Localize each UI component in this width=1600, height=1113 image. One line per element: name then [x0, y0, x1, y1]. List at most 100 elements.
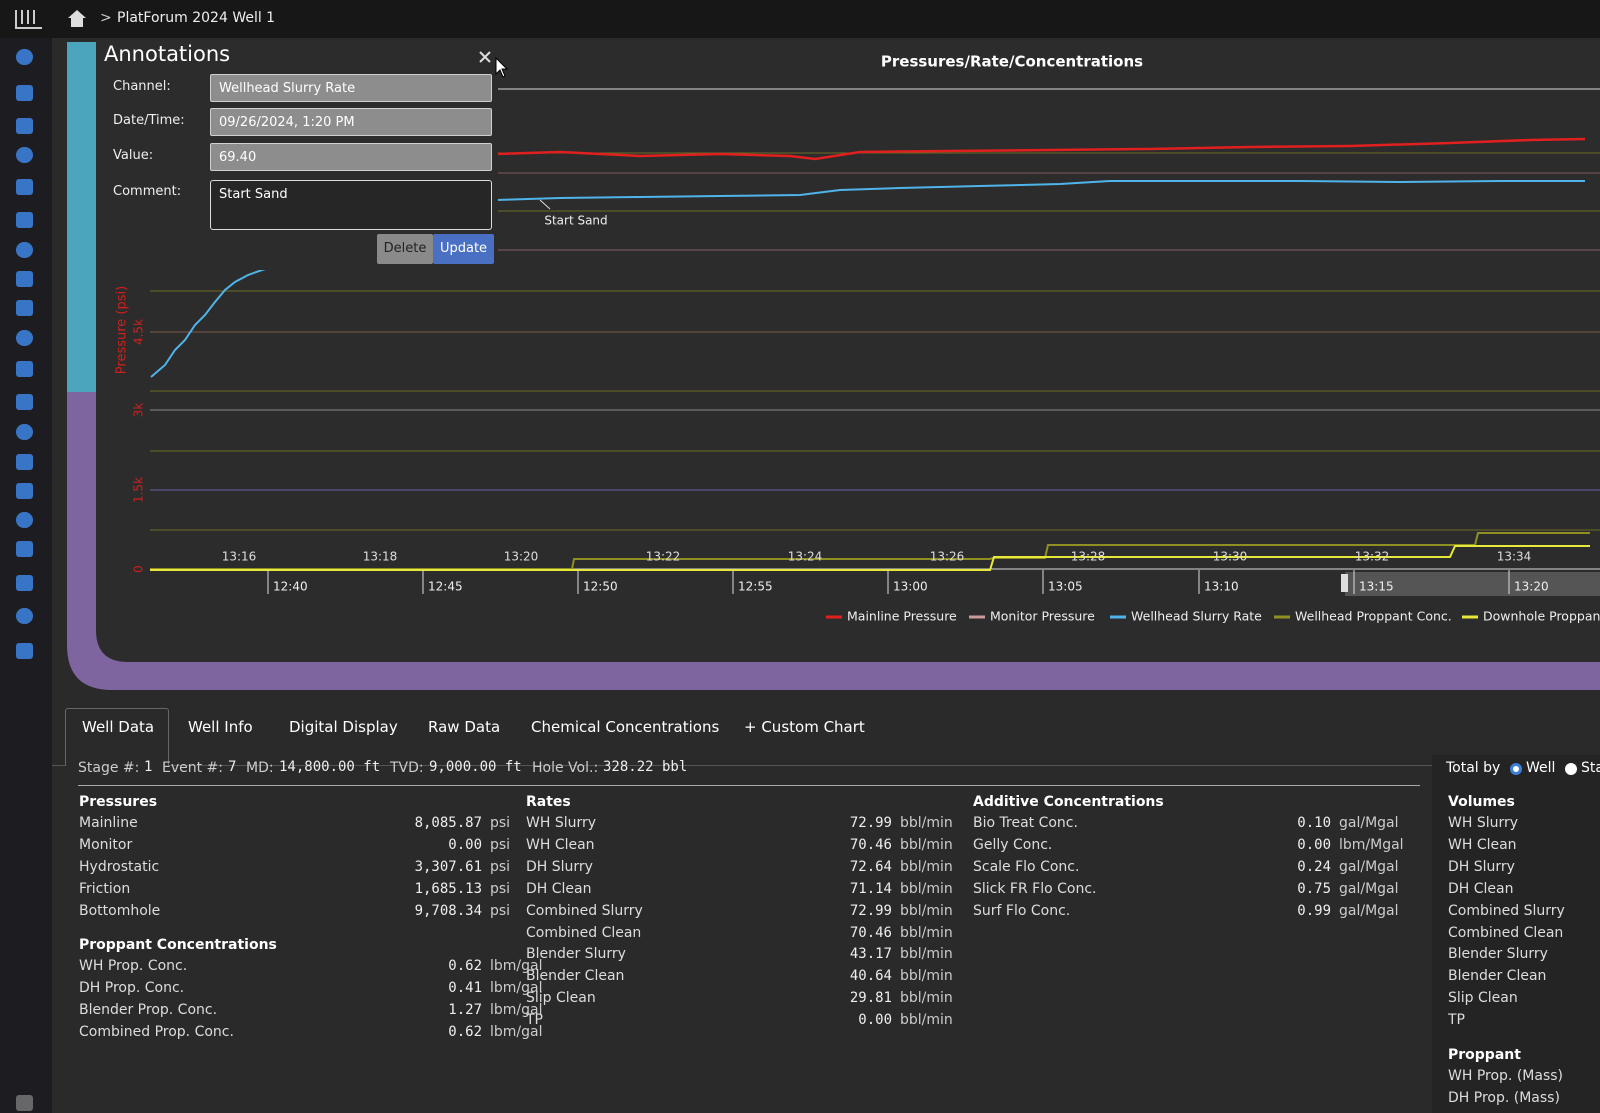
row-label: DH Slurry — [526, 859, 593, 875]
x-tick-label: 13:05 — [1048, 580, 1083, 594]
x-tick-label: 12:55 — [738, 580, 773, 594]
row-value: 70.46 — [850, 837, 892, 853]
sidebar-icon[interactable] — [16, 300, 33, 316]
x-tick-label: 13:26 — [930, 550, 965, 564]
row-label: Combined Slurry — [1448, 903, 1565, 919]
field-label: Date/Time: — [113, 113, 185, 128]
annotation-label[interactable]: Start Sand — [544, 214, 607, 228]
breadcrumb-separator: > — [100, 10, 112, 26]
row-label: Blender Clean — [526, 968, 624, 984]
sidebar-icon[interactable] — [16, 147, 33, 163]
x-tick-label: 13:20 — [1514, 580, 1549, 594]
sidebar-icon[interactable] — [16, 49, 33, 65]
row-value: 0.99 — [1297, 903, 1331, 919]
sidebar-icon[interactable] — [16, 483, 33, 499]
row-value: 0.10 — [1297, 815, 1331, 831]
x-tick-label: 13:10 — [1204, 580, 1239, 594]
field-input[interactable]: 69.40 — [210, 143, 492, 171]
section-title: Rates — [526, 794, 571, 810]
row-label: Blender Prop. Conc. — [79, 1002, 217, 1018]
radio-label[interactable]: Stage — [1581, 760, 1600, 776]
x-tick-label: 13:22 — [646, 550, 681, 564]
radio[interactable] — [1565, 763, 1577, 775]
tab[interactable]: Raw Data — [428, 718, 500, 736]
radio[interactable] — [1510, 763, 1522, 775]
sidebar-icon[interactable] — [16, 643, 33, 659]
row-label: Monitor — [79, 837, 132, 853]
tab[interactable]: + Custom Chart — [744, 718, 865, 736]
teal-bar — [67, 42, 97, 394]
radio-label[interactable]: Well — [1526, 760, 1555, 776]
x-tick-label: 13:16 — [222, 550, 257, 564]
sidebar-icon[interactable] — [16, 575, 33, 591]
row-label: Friction — [79, 881, 130, 897]
row-label: TP — [526, 1012, 543, 1028]
header-value: 1 — [144, 759, 152, 775]
delete-button[interactable]: Delete — [377, 234, 433, 264]
sidebar-icon[interactable] — [16, 394, 33, 410]
sidebar-icon[interactable] — [16, 212, 33, 228]
section-title: Volumes — [1448, 794, 1515, 810]
legend-label[interactable]: Mainline Pressure — [847, 609, 957, 624]
row-unit: bbl/min — [900, 1012, 953, 1028]
sidebar-icon[interactable] — [16, 179, 33, 195]
comment-input[interactable]: Start Sand — [210, 180, 492, 230]
breadcrumb-title[interactable]: PlatForum 2024 Well 1 — [117, 10, 275, 26]
sidebar-icon[interactable] — [16, 541, 33, 557]
row-value: 71.14 — [850, 881, 892, 897]
row-value: 0.00 — [858, 1012, 892, 1028]
sidebar-icon[interactable] — [16, 330, 33, 346]
sidebar-icon[interactable] — [16, 85, 33, 101]
legend-label[interactable]: Wellhead Slurry Rate — [1131, 609, 1262, 624]
row-value: 1,685.13 — [415, 881, 482, 897]
row-unit: bbl/min — [900, 925, 953, 941]
row-unit: psi — [490, 881, 510, 897]
header-label: TVD: — [390, 760, 424, 776]
sidebar-icon[interactable] — [16, 512, 33, 528]
section-title: Pressures — [79, 794, 157, 810]
row-unit: psi — [490, 903, 510, 919]
row-value: 0.41 — [448, 980, 482, 996]
row-unit: lbm/Mgal — [1339, 837, 1404, 853]
row-label: WH Slurry — [1448, 815, 1518, 831]
sidebar-icon[interactable] — [16, 608, 33, 624]
tab[interactable]: Well Data — [82, 718, 154, 736]
tab[interactable]: Well Info — [188, 718, 253, 736]
sidebar-icon[interactable] — [16, 242, 33, 258]
row-value: 29.81 — [850, 990, 892, 1006]
field-input[interactable]: Wellhead Slurry Rate — [210, 74, 492, 102]
close-button[interactable] — [478, 50, 492, 64]
sidebar-icon[interactable] — [16, 454, 33, 470]
row-value: 0.00 — [448, 837, 482, 853]
header-value: 9,000.00 ft — [429, 759, 522, 775]
sidebar-icon[interactable] — [16, 118, 33, 134]
sidebar-icon[interactable] — [16, 271, 33, 287]
sidebar-icon[interactable] — [16, 1095, 33, 1111]
app-logo[interactable] — [12, 6, 46, 34]
update-button[interactable]: Update — [433, 234, 494, 264]
sidebar-icon[interactable] — [16, 424, 33, 440]
row-unit: bbl/min — [900, 946, 953, 962]
row-label: Combined Prop. Conc. — [79, 1024, 234, 1040]
header-label: Stage #: — [78, 760, 139, 776]
slider-handle[interactable] — [1341, 574, 1348, 592]
tab[interactable]: Digital Display — [289, 718, 398, 736]
row-label: DH Clean — [1448, 881, 1514, 897]
home-icon[interactable] — [66, 8, 88, 28]
row-label: Mainline — [79, 815, 138, 831]
sidebar-icon[interactable] — [16, 361, 33, 377]
row-value: 0.62 — [448, 958, 482, 974]
legend-label[interactable]: Downhole Proppant Conc. — [1483, 609, 1600, 624]
legend-label[interactable]: Wellhead Proppant Conc. — [1295, 609, 1452, 624]
x-tick-label: 13:34 — [1497, 550, 1532, 564]
header-label: Hole Vol.: — [532, 760, 598, 776]
x-tick-label: 12:45 — [428, 580, 463, 594]
row-unit: gal/Mgal — [1339, 881, 1399, 897]
y-tick-label: 1.5k — [132, 477, 146, 503]
field-input[interactable]: 09/26/2024, 1:20 PM — [210, 108, 492, 136]
row-unit: psi — [490, 859, 510, 875]
row-label: Bio Treat Conc. — [973, 815, 1078, 831]
tab[interactable]: Chemical Concentrations — [531, 718, 719, 736]
legend-label[interactable]: Monitor Pressure — [990, 609, 1095, 624]
